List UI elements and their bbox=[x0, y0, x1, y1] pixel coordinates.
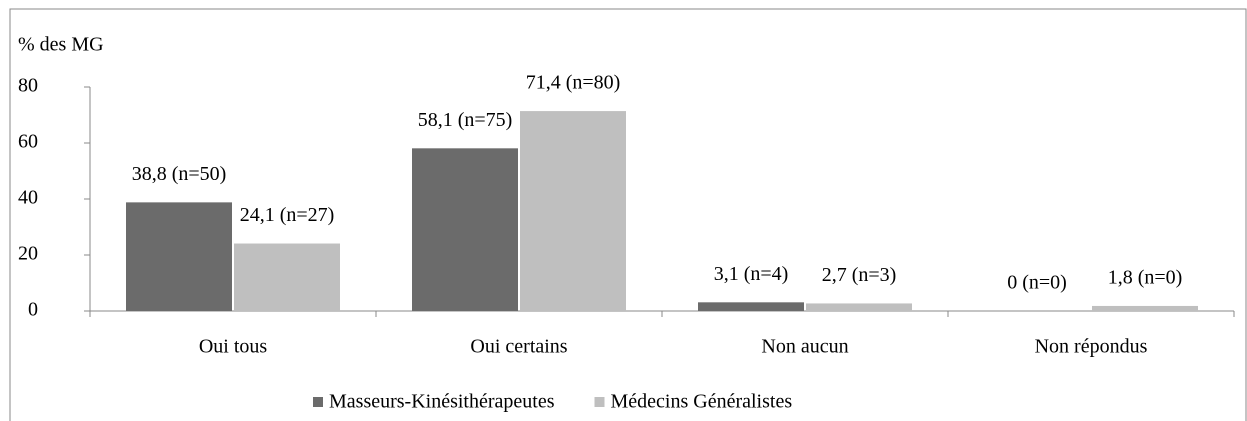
value-label: 0 (n=0) bbox=[1007, 272, 1067, 294]
x-tick-label: Non aucun bbox=[761, 336, 848, 358]
legend-label: Médecins Généralistes bbox=[611, 391, 793, 413]
bar bbox=[126, 202, 232, 311]
y-tick-label: 60 bbox=[18, 131, 38, 153]
y-tick-label: 40 bbox=[18, 187, 38, 209]
value-label: 2,7 (n=3) bbox=[822, 264, 897, 286]
value-label: 3,1 (n=4) bbox=[714, 263, 789, 285]
y-tick-label: 0 bbox=[28, 299, 38, 321]
value-label: 58,1 (n=75) bbox=[418, 109, 513, 131]
y-tick-label: 80 bbox=[18, 75, 38, 97]
bar bbox=[412, 148, 518, 311]
bar bbox=[806, 303, 912, 311]
legend-swatch bbox=[594, 397, 605, 407]
bar bbox=[1092, 305, 1198, 311]
x-tick-label: Non répondus bbox=[1035, 336, 1148, 358]
legend-swatch bbox=[313, 397, 323, 407]
bar bbox=[234, 243, 340, 311]
legend-label: Masseurs-Kinésithérapeutes bbox=[329, 391, 555, 413]
y-tick-label: 20 bbox=[18, 243, 38, 265]
frame bbox=[9, 8, 1247, 421]
x-tick-label: Oui certains bbox=[470, 336, 567, 358]
value-label: 24,1 (n=27) bbox=[240, 204, 335, 226]
value-label: 38,8 (n=50) bbox=[132, 163, 227, 185]
bar bbox=[520, 111, 626, 311]
y-axis-label: % des MG bbox=[18, 34, 104, 56]
value-label: 71,4 (n=80) bbox=[526, 72, 621, 94]
x-tick-label: Oui tous bbox=[199, 336, 268, 358]
bar bbox=[698, 302, 804, 311]
value-label: 1,8 (n=0) bbox=[1108, 267, 1183, 289]
